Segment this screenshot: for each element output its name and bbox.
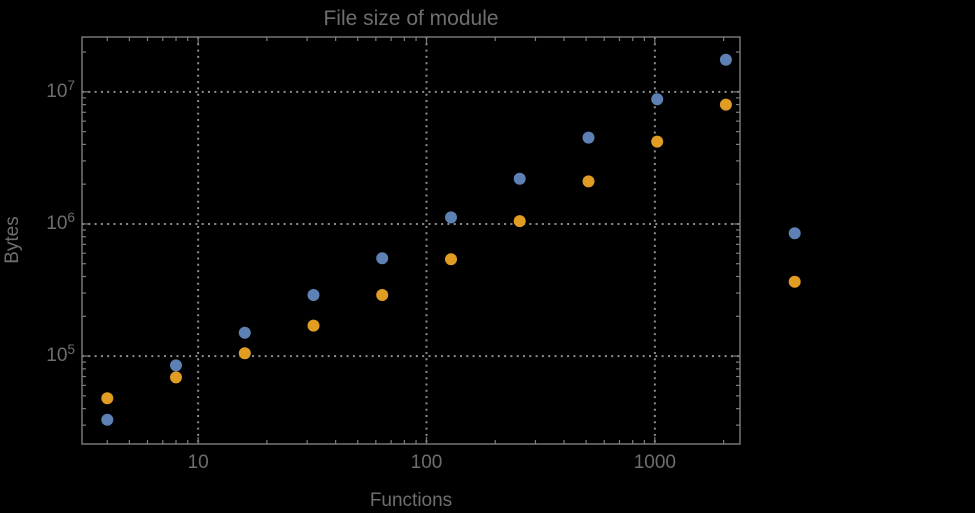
data-point-blue-series	[307, 289, 320, 301]
data-point-blue-series	[788, 227, 801, 240]
plot-frame	[81, 36, 741, 445]
data-point-blue-series	[445, 211, 457, 224]
data-point-orange-series	[307, 319, 320, 332]
data-point-blue-series	[719, 53, 732, 66]
data-point-orange-series	[170, 371, 182, 384]
data-point-orange-series	[582, 175, 595, 188]
data-point-orange-series	[445, 253, 457, 266]
data-point-blue-series	[513, 172, 526, 185]
data-point-orange-series	[651, 135, 664, 148]
x-tick-label: 100	[410, 452, 443, 473]
data-point-blue-series	[651, 93, 664, 106]
chart-title: File size of module	[323, 7, 499, 30]
data-point-blue-series	[238, 326, 251, 339]
data-point-blue-series	[170, 359, 182, 372]
data-point-orange-series	[376, 289, 389, 301]
x-tick-label: 10	[187, 452, 209, 473]
data-point-blue-series	[376, 252, 389, 265]
y-tick-label: 107	[46, 77, 75, 102]
data-point-orange-series	[238, 347, 251, 360]
x-axis-label: Functions	[369, 490, 453, 511]
data-point-orange-series	[719, 98, 732, 111]
data-point-blue-series	[582, 131, 595, 144]
y-tick-label: 106	[46, 210, 75, 234]
data-point-orange-series	[101, 392, 114, 405]
data-point-orange-series	[788, 275, 801, 288]
y-tick-label: 105	[46, 342, 75, 367]
data-point-blue-series	[101, 413, 114, 426]
x-tick-label: 1000	[633, 452, 676, 473]
data-point-orange-series	[513, 215, 526, 228]
y-axis-label: Bytes	[2, 216, 23, 264]
